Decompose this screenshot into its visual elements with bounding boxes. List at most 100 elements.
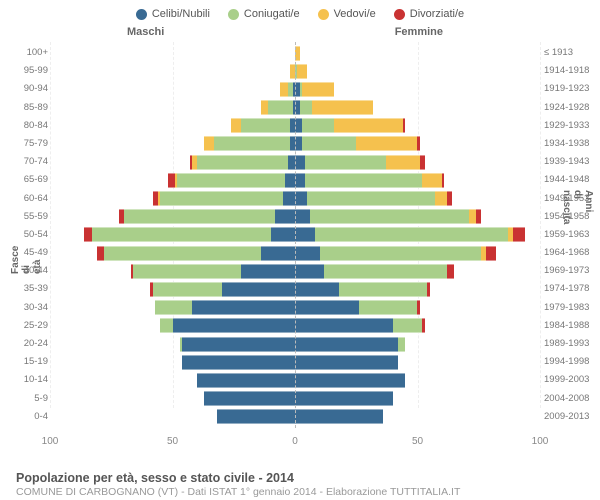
bar-segment xyxy=(182,337,295,352)
bar-segment xyxy=(356,136,417,151)
bar-segment xyxy=(417,136,419,151)
bar-segment xyxy=(324,264,447,279)
age-label: 35-39 xyxy=(20,283,48,294)
footer-subtitle: COMUNE DI CARBOGNANO (VT) - Dati ISTAT 1… xyxy=(16,486,590,498)
bar-segment xyxy=(305,173,423,188)
legend-item: Vedovi/e xyxy=(318,8,376,20)
bar-segment xyxy=(153,282,222,297)
birth-label: 1979-1983 xyxy=(544,302,598,313)
chart-rows: 100+≤ 191395-991914-191890-941919-192385… xyxy=(50,44,540,426)
bar-male xyxy=(155,300,295,315)
bar-segment xyxy=(280,82,287,97)
bar-female xyxy=(295,391,393,406)
bar-segment xyxy=(295,318,393,333)
bar-segment xyxy=(435,191,447,206)
birth-label: 1964-1968 xyxy=(544,247,598,258)
bar-segment xyxy=(177,173,285,188)
bar-female xyxy=(295,337,405,352)
x-tick: 50 xyxy=(167,436,178,447)
bar-female xyxy=(295,318,425,333)
bar-segment xyxy=(173,318,296,333)
age-label: 95-99 xyxy=(20,65,48,76)
age-label: 65-69 xyxy=(20,174,48,185)
bar-segment xyxy=(204,391,295,406)
bar-segment xyxy=(271,227,296,242)
birth-label: 1974-1978 xyxy=(544,283,598,294)
bar-segment xyxy=(486,246,496,261)
bar-female xyxy=(295,100,373,115)
bar-segment xyxy=(214,136,290,151)
bar-segment xyxy=(476,209,481,224)
bar-male xyxy=(168,173,295,188)
bar-segment xyxy=(231,118,241,133)
bar-female xyxy=(295,155,425,170)
age-label: 30-34 xyxy=(20,302,48,313)
bar-male xyxy=(190,155,295,170)
legend-label: Divorziati/e xyxy=(410,8,464,20)
age-label: 40-44 xyxy=(20,265,48,276)
bar-segment xyxy=(315,227,509,242)
legend-label: Vedovi/e xyxy=(334,8,376,20)
birth-label: 1924-1928 xyxy=(544,102,598,113)
birth-label: 2009-2013 xyxy=(544,411,598,422)
bar-segment xyxy=(339,282,427,297)
legend-dot xyxy=(318,9,329,20)
bar-segment xyxy=(295,155,305,170)
bar-segment xyxy=(288,155,295,170)
bar-male xyxy=(261,100,295,115)
birth-label: 1969-1973 xyxy=(544,265,598,276)
age-label: 60-64 xyxy=(20,193,48,204)
bar-male xyxy=(280,82,295,97)
bar-segment xyxy=(295,300,359,315)
bar-female xyxy=(295,209,481,224)
birth-label: 1984-1988 xyxy=(544,320,598,331)
footer-title: Popolazione per età, sesso e stato civil… xyxy=(16,471,590,485)
bar-male xyxy=(197,373,295,388)
bar-male xyxy=(204,136,295,151)
bar-segment xyxy=(222,282,296,297)
bar-female xyxy=(295,409,383,424)
bar-segment xyxy=(295,191,307,206)
bar-segment xyxy=(307,191,434,206)
bar-female xyxy=(295,191,452,206)
bar-segment xyxy=(204,136,214,151)
bar-male xyxy=(217,409,295,424)
bar-segment xyxy=(197,373,295,388)
center-line xyxy=(295,42,296,428)
bar-segment xyxy=(403,118,405,133)
bar-segment xyxy=(160,191,283,206)
bar-segment xyxy=(417,300,419,315)
bar-segment xyxy=(84,227,91,242)
bar-female xyxy=(295,373,405,388)
legend-item: Divorziati/e xyxy=(394,8,464,20)
bar-segment xyxy=(295,409,383,424)
bar-segment xyxy=(261,246,295,261)
bar-segment xyxy=(285,173,295,188)
bar-segment xyxy=(104,246,261,261)
bar-male xyxy=(153,191,295,206)
bar-segment xyxy=(97,246,104,261)
bar-segment xyxy=(133,264,241,279)
bar-segment xyxy=(398,337,405,352)
birth-label: 1999-2003 xyxy=(544,374,598,385)
bar-segment xyxy=(261,100,268,115)
bar-segment xyxy=(295,282,339,297)
birth-label: ≤ 1913 xyxy=(544,47,598,58)
pyramid-chart: Fasce di età Anni di nascita 100+≤ 19139… xyxy=(0,44,600,444)
bar-male xyxy=(150,282,295,297)
bar-segment xyxy=(442,173,444,188)
bar-segment xyxy=(268,100,293,115)
x-tick: 50 xyxy=(412,436,423,447)
bar-female xyxy=(295,64,307,79)
bar-male xyxy=(97,246,295,261)
legend: Celibi/NubiliConiugati/eVedovi/eDivorzia… xyxy=(0,0,600,24)
age-label: 80-84 xyxy=(20,120,48,131)
bar-segment xyxy=(168,173,175,188)
male-label: Maschi xyxy=(127,26,164,38)
bar-segment xyxy=(513,227,525,242)
x-tick: 100 xyxy=(42,436,59,447)
bar-segment xyxy=(300,100,312,115)
age-label: 15-19 xyxy=(20,356,48,367)
bar-male xyxy=(160,318,295,333)
birth-label: 2004-2008 xyxy=(544,393,598,404)
